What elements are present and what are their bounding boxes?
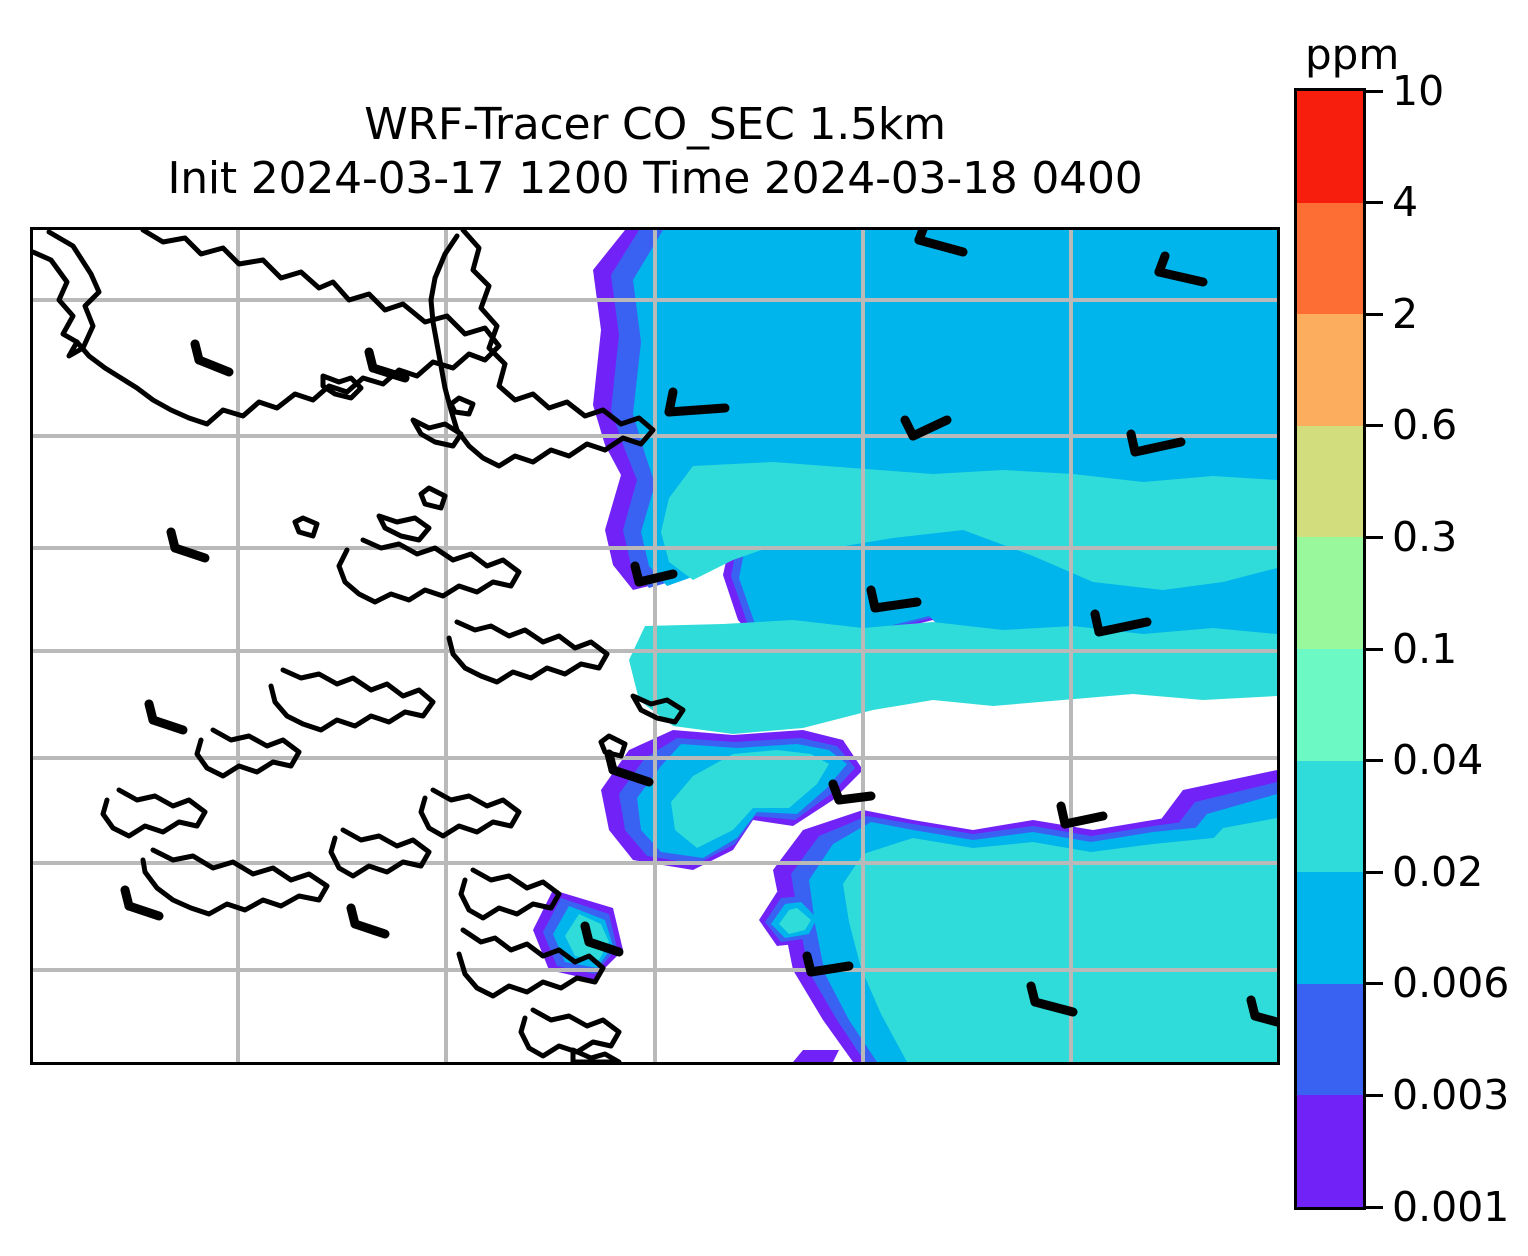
- coastline: [458, 867, 562, 921]
- coastline-island: [320, 373, 364, 401]
- colorbar-tick-mark: [1366, 535, 1383, 539]
- colorbar-band: [1297, 425, 1363, 538]
- coastline-island: [376, 513, 432, 543]
- wind-barb: [580, 921, 624, 957]
- colorbar-tick-mark: [1366, 982, 1383, 986]
- contour-fill-layer: [533, 230, 1277, 1062]
- colorbar-tick-label: 4: [1392, 178, 1419, 227]
- wind-barb: [120, 885, 164, 921]
- colorbar-tick-label: 0.04: [1392, 736, 1484, 785]
- colorbar-unit-label: ppm: [1305, 30, 1400, 79]
- wind-barb: [1026, 981, 1078, 1017]
- map-gridlines: [33, 230, 1277, 1062]
- colorbar-tick-mark: [1366, 424, 1383, 428]
- colorbar-tick-label: 0.3: [1392, 512, 1458, 561]
- wind-barb: [900, 415, 952, 441]
- colorbar[interactable]: [1294, 88, 1366, 1210]
- coastline-island: [418, 485, 448, 511]
- coastline: [328, 827, 432, 879]
- coastline: [570, 1047, 622, 1062]
- colorbar-band: [1297, 91, 1363, 203]
- wind-barb: [166, 527, 210, 563]
- contour-map-svg: [33, 230, 1277, 1062]
- colorbar-band: [1297, 202, 1363, 315]
- coastline: [194, 727, 302, 779]
- wind-barb: [828, 779, 876, 805]
- contour-band-0.02: [565, 462, 1277, 1062]
- colorbar-tick-label: 0.1: [1392, 624, 1458, 673]
- wind-barb: [1246, 995, 1277, 1027]
- colorbar-band: [1297, 760, 1363, 873]
- colorbar-tick-mark: [1366, 1093, 1383, 1097]
- colorbar-band: [1297, 872, 1363, 984]
- coastline: [74, 230, 502, 427]
- title-line-2: Init 2024-03-17 1200 Time 2024-03-18 040…: [167, 152, 1143, 204]
- coastline: [268, 667, 436, 733]
- coastline-island: [292, 515, 320, 539]
- coastline-island: [448, 395, 476, 417]
- coastline: [33, 230, 102, 359]
- colorbar-tick-mark: [1366, 647, 1383, 651]
- wind-barb: [914, 230, 968, 257]
- coastline: [100, 787, 208, 839]
- colorbar-tick-label: 0.6: [1392, 401, 1458, 450]
- colorbar-tick-label: 10: [1392, 66, 1445, 115]
- wind-barb: [190, 339, 234, 377]
- page-title: WRF-Tracer CO_SEC 1.5km Init 2024-03-17 …: [30, 98, 1280, 205]
- colorbar-tick-mark: [1366, 870, 1383, 874]
- map-plot-area[interactable]: [30, 227, 1280, 1065]
- wind-barb: [364, 347, 410, 383]
- coastline: [518, 1007, 622, 1059]
- wind-barb: [664, 387, 730, 417]
- colorbar-tick-mark: [1366, 759, 1383, 763]
- wind-barb: [866, 585, 922, 613]
- coastline-island: [630, 693, 686, 725]
- coastline: [140, 847, 330, 917]
- coastline: [336, 537, 522, 605]
- coastline: [418, 787, 522, 839]
- wind-barb: [346, 903, 390, 939]
- coastline-layer: [33, 230, 686, 1062]
- coastline: [446, 619, 610, 685]
- title-line-1: WRF-Tracer CO_SEC 1.5km: [364, 99, 946, 150]
- colorbar-band: [1297, 537, 1363, 649]
- colorbar-tick-group: 0.001 0.003 0.006 0.02 0.04 0.1 0.3 0.6 2 4 10: [1366, 70, 1526, 1227]
- colorbar-tick-mark: [1366, 1205, 1383, 1209]
- wind-barb: [1056, 801, 1108, 829]
- wind-barb: [144, 699, 188, 735]
- wind-barb: [1154, 251, 1208, 287]
- coastline-island: [410, 417, 464, 449]
- wind-barb: [802, 951, 854, 977]
- colorbar-band: [1297, 314, 1363, 426]
- wind-barb: [1126, 429, 1186, 457]
- colorbar-tick-label: 0.001: [1392, 1182, 1510, 1231]
- wind-barb-layer: [120, 230, 1277, 1027]
- colorbar-band: [1297, 1095, 1363, 1207]
- coastline: [428, 230, 656, 469]
- colorbar-tick-mark: [1366, 89, 1383, 93]
- coastline: [456, 927, 606, 999]
- colorbar-band: [1297, 648, 1363, 761]
- map-inner: [33, 230, 1277, 1062]
- colorbar-tick-label: 0.006: [1392, 959, 1510, 1008]
- wind-barb: [630, 561, 678, 587]
- wind-barb: [604, 749, 654, 787]
- colorbar-band: [1297, 983, 1363, 1096]
- colorbar-tick-mark: [1366, 201, 1383, 205]
- colorbar-tick-label: 0.003: [1392, 1070, 1510, 1119]
- wind-barb: [1090, 609, 1152, 637]
- colorbar-tick-label: 2: [1392, 289, 1419, 338]
- colorbar-tick-mark: [1366, 312, 1383, 316]
- colorbar-tick-label: 0.02: [1392, 847, 1484, 896]
